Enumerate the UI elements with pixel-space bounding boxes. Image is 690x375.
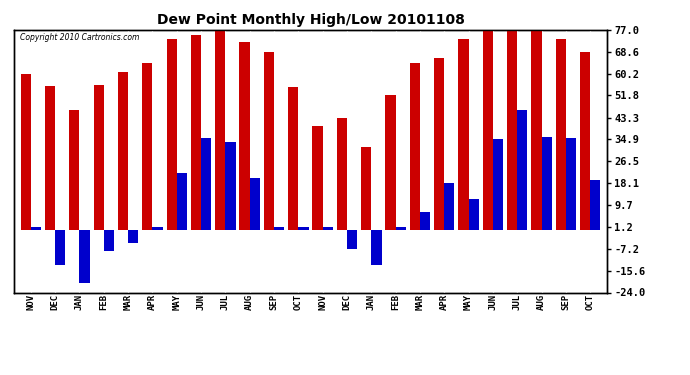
Text: Copyright 2010 Cartronics.com: Copyright 2010 Cartronics.com	[20, 33, 139, 42]
Bar	[128, 230, 138, 243]
Bar	[420, 212, 430, 230]
Bar	[531, 30, 542, 230]
Bar	[264, 52, 274, 230]
Bar	[434, 58, 444, 230]
Bar	[458, 39, 469, 230]
Bar	[177, 173, 187, 230]
Bar	[566, 138, 576, 230]
Bar	[55, 230, 66, 266]
Bar	[323, 227, 333, 230]
Bar	[250, 178, 260, 230]
Bar	[21, 74, 31, 230]
Bar	[507, 30, 518, 230]
Bar	[166, 39, 177, 230]
Bar	[410, 63, 420, 230]
Bar	[483, 30, 493, 230]
Bar	[152, 227, 163, 230]
Bar	[518, 110, 527, 230]
Bar	[79, 230, 90, 283]
Bar	[590, 180, 600, 230]
Bar	[274, 227, 284, 230]
Bar	[31, 227, 41, 230]
Bar	[444, 183, 455, 230]
Bar	[215, 30, 226, 230]
Bar	[288, 87, 298, 230]
Bar	[395, 227, 406, 230]
Bar	[493, 140, 503, 230]
Bar	[555, 39, 566, 230]
Bar	[542, 136, 552, 230]
Bar	[201, 138, 211, 230]
Bar	[371, 230, 382, 266]
Bar	[94, 85, 104, 230]
Bar	[191, 34, 201, 230]
Bar	[313, 126, 323, 230]
Bar	[69, 110, 79, 230]
Bar	[239, 42, 250, 230]
Bar	[226, 142, 235, 230]
Bar	[347, 230, 357, 249]
Bar	[580, 52, 590, 230]
Bar	[45, 86, 55, 230]
Bar	[361, 147, 371, 230]
Bar	[469, 199, 479, 230]
Bar	[337, 118, 347, 230]
Title: Dew Point Monthly High/Low 20101108: Dew Point Monthly High/Low 20101108	[157, 13, 464, 27]
Bar	[386, 96, 395, 230]
Bar	[104, 230, 114, 251]
Bar	[298, 227, 308, 230]
Bar	[142, 63, 152, 230]
Bar	[118, 72, 128, 230]
